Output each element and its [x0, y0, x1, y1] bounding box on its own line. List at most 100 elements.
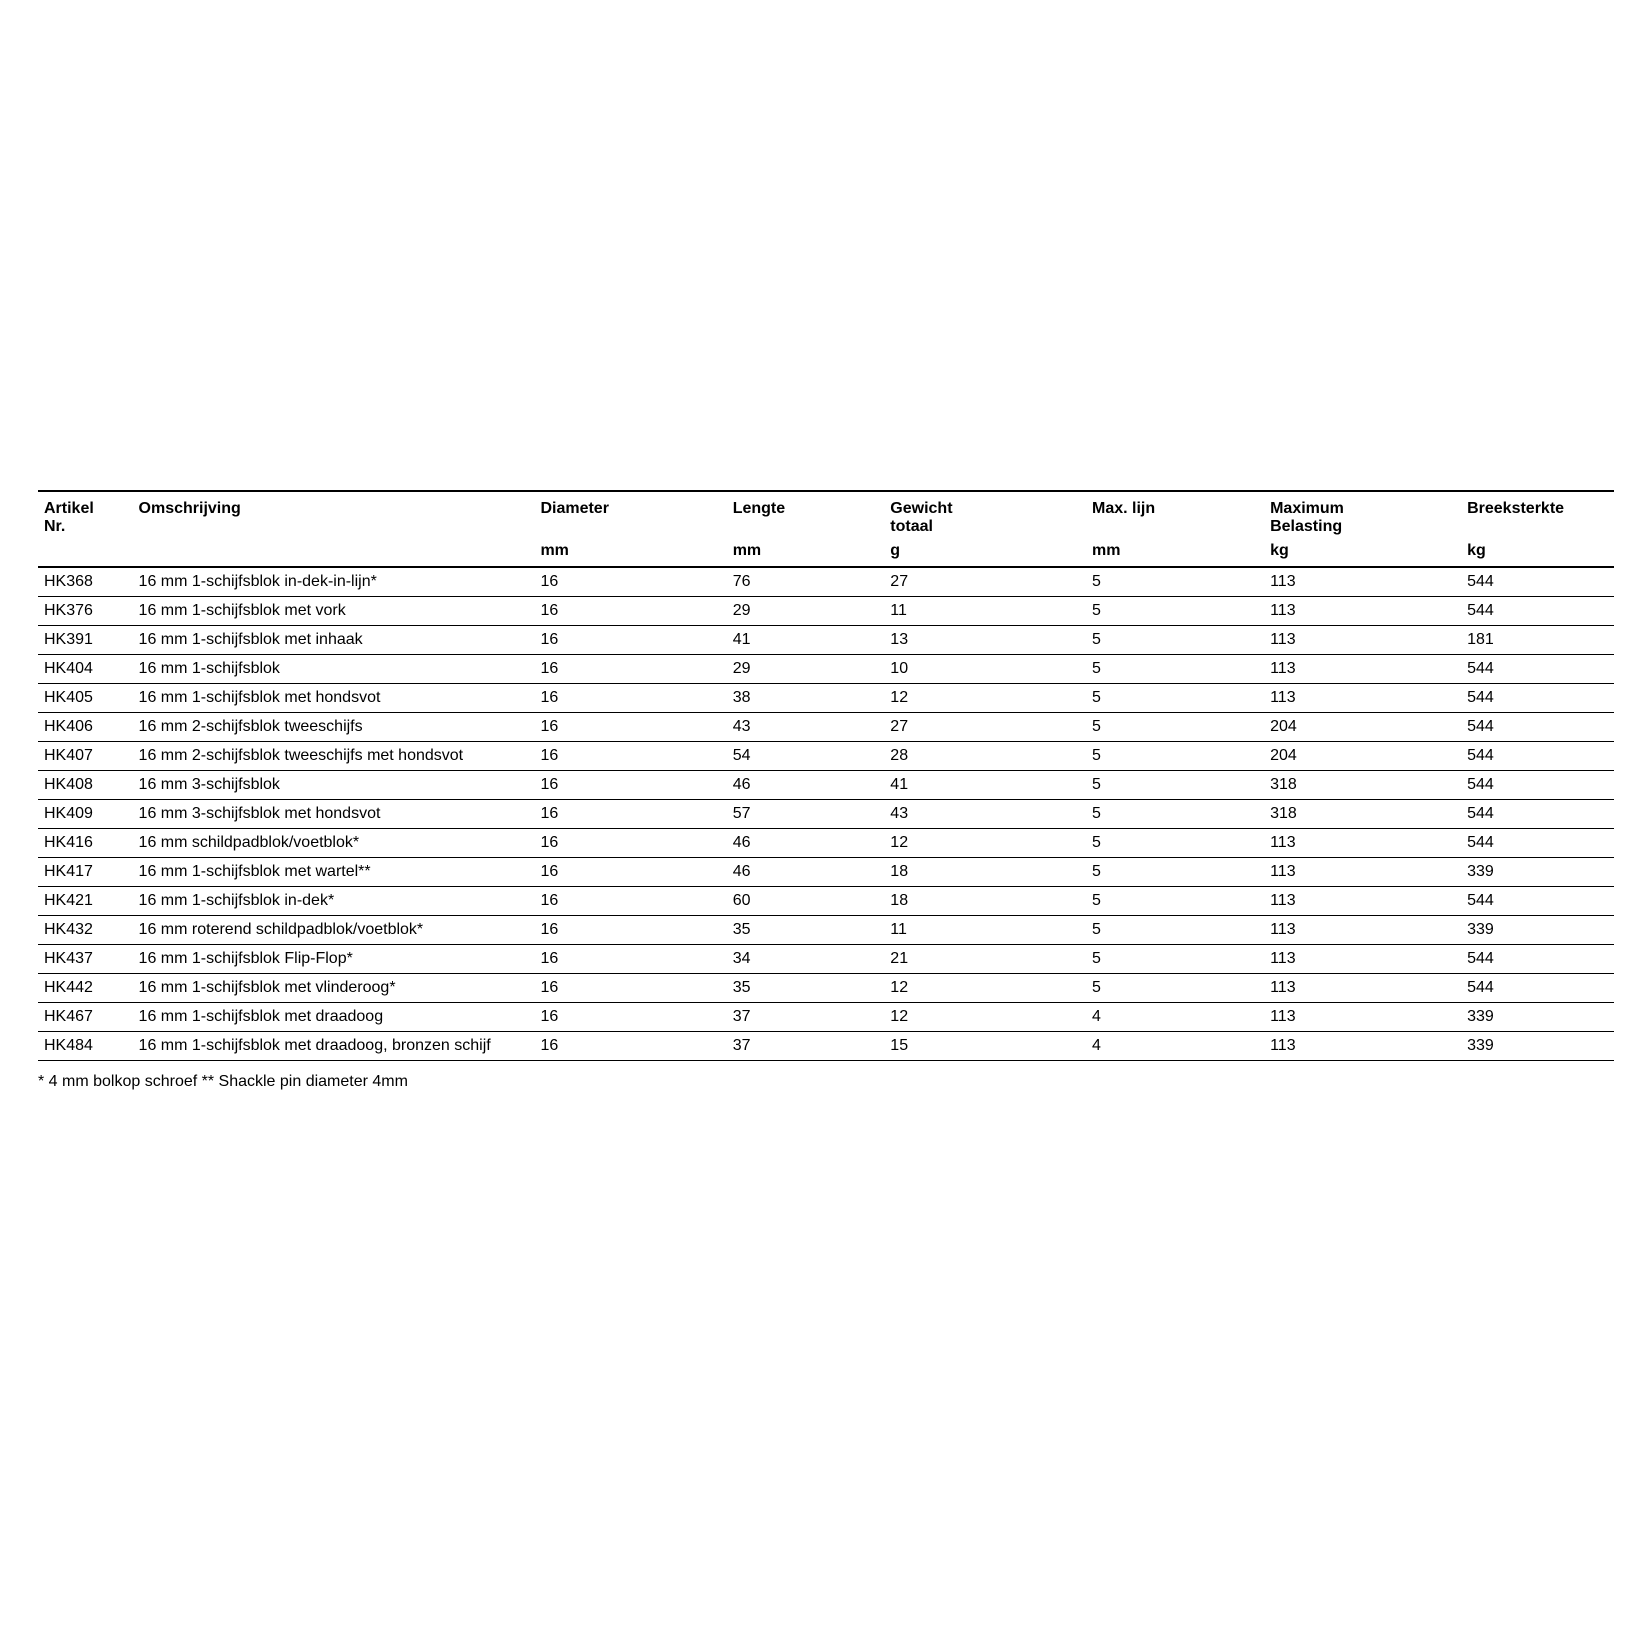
col-unit-omschrijving — [133, 540, 535, 567]
table-cell: 16 mm 3-schijfsblok — [133, 771, 535, 800]
table-cell: 16 mm 1-schijfsblok met vork — [133, 597, 535, 626]
table-cell: 113 — [1264, 1003, 1461, 1032]
table-cell: 318 — [1264, 800, 1461, 829]
table-cell: HK368 — [38, 567, 133, 597]
table-cell: HK405 — [38, 684, 133, 713]
table-cell: HK467 — [38, 1003, 133, 1032]
col-header-maxlijn: Max. lijn — [1086, 491, 1264, 540]
table-cell: 16 mm schildpadblok/voetblok* — [133, 829, 535, 858]
table-cell: 16 mm 1-schijfsblok in-dek* — [133, 887, 535, 916]
table-cell: 113 — [1264, 858, 1461, 887]
table-cell: HK432 — [38, 916, 133, 945]
table-cell: 12 — [884, 829, 1086, 858]
table-cell: 5 — [1086, 858, 1264, 887]
table-cell: 16 mm 1-schijfsblok met draadoog, bronze… — [133, 1032, 535, 1061]
specs-table: Artikel Nr. Omschrijving Diameter Lengte… — [38, 490, 1614, 1061]
table-cell: 41 — [884, 771, 1086, 800]
table-cell: 5 — [1086, 655, 1264, 684]
table-cell: 544 — [1461, 771, 1614, 800]
table-cell: 544 — [1461, 567, 1614, 597]
table-body: HK36816 mm 1-schijfsblok in-dek-in-lijn*… — [38, 567, 1614, 1061]
table-cell: 46 — [727, 771, 885, 800]
table-cell: 16 — [534, 1032, 726, 1061]
table-row: HK39116 mm 1-schijfsblok met inhaak16411… — [38, 626, 1614, 655]
table-cell: 204 — [1264, 742, 1461, 771]
table-cell: 43 — [884, 800, 1086, 829]
table-cell: HK404 — [38, 655, 133, 684]
table-cell: 16 mm 1-schijfsblok in-dek-in-lijn* — [133, 567, 535, 597]
col-unit-maxlijn: mm — [1086, 540, 1264, 567]
table-row: HK40416 mm 1-schijfsblok1629105113544 — [38, 655, 1614, 684]
table-cell: 16 mm 1-schijfsblok Flip-Flop* — [133, 945, 535, 974]
table-cell: 5 — [1086, 567, 1264, 597]
table-cell: 113 — [1264, 567, 1461, 597]
table-cell: 5 — [1086, 916, 1264, 945]
table-cell: 113 — [1264, 655, 1461, 684]
table-cell: 16 — [534, 858, 726, 887]
table-cell: 46 — [727, 829, 885, 858]
table-cell: 16 mm 1-schijfsblok met hondsvot — [133, 684, 535, 713]
table-cell: HK421 — [38, 887, 133, 916]
table-cell: 16 — [534, 713, 726, 742]
col-header-omschrijving: Omschrijving — [133, 491, 535, 540]
table-cell: 16 — [534, 800, 726, 829]
table-cell: 16 — [534, 771, 726, 800]
table-cell: 18 — [884, 887, 1086, 916]
table-cell: 113 — [1264, 1032, 1461, 1061]
table-cell: 35 — [727, 916, 885, 945]
col-header-artikel: Artikel Nr. — [38, 491, 133, 540]
col-unit-gewicht: g — [884, 540, 1086, 567]
table-cell: 113 — [1264, 829, 1461, 858]
table-cell: 16 — [534, 916, 726, 945]
table-cell: HK406 — [38, 713, 133, 742]
col-unit-maxbelasting: kg — [1264, 540, 1461, 567]
table-row: HK41616 mm schildpadblok/voetblok*164612… — [38, 829, 1614, 858]
table-row: HK42116 mm 1-schijfsblok in-dek*16601851… — [38, 887, 1614, 916]
table-cell: 12 — [884, 974, 1086, 1003]
table-cell: 11 — [884, 916, 1086, 945]
table-cell: 113 — [1264, 626, 1461, 655]
table-cell: 544 — [1461, 887, 1614, 916]
table-cell: 544 — [1461, 829, 1614, 858]
table-cell: 16 — [534, 684, 726, 713]
table-cell: 5 — [1086, 626, 1264, 655]
table-cell: 16 mm 3-schijfsblok met hondsvot — [133, 800, 535, 829]
table-row: HK48416 mm 1-schijfsblok met draadoog, b… — [38, 1032, 1614, 1061]
table-cell: 5 — [1086, 597, 1264, 626]
table-cell: 35 — [727, 974, 885, 1003]
table-cell: 5 — [1086, 800, 1264, 829]
table-cell: 181 — [1461, 626, 1614, 655]
table-row: HK40916 mm 3-schijfsblok met hondsvot165… — [38, 800, 1614, 829]
table-cell: 16 mm roterend schildpadblok/voetblok* — [133, 916, 535, 945]
table-cell: 544 — [1461, 655, 1614, 684]
table-cell: 5 — [1086, 713, 1264, 742]
table-cell: HK408 — [38, 771, 133, 800]
table-cell: 544 — [1461, 800, 1614, 829]
table-cell: 339 — [1461, 1032, 1614, 1061]
table-cell: HK409 — [38, 800, 133, 829]
table-cell: 29 — [727, 597, 885, 626]
table-row: HK43716 mm 1-schijfsblok Flip-Flop*16342… — [38, 945, 1614, 974]
table-cell: 34 — [727, 945, 885, 974]
col-header-diameter: Diameter — [534, 491, 726, 540]
table-cell: 16 mm 1-schijfsblok met inhaak — [133, 626, 535, 655]
table-cell: 318 — [1264, 771, 1461, 800]
table-row: HK37616 mm 1-schijfsblok met vork1629115… — [38, 597, 1614, 626]
table-cell: 5 — [1086, 829, 1264, 858]
table-cell: 12 — [884, 1003, 1086, 1032]
table-row: HK36816 mm 1-schijfsblok in-dek-in-lijn*… — [38, 567, 1614, 597]
col-header-gewicht: Gewicht totaal — [884, 491, 1086, 540]
table-cell: 43 — [727, 713, 885, 742]
col-unit-artikel — [38, 540, 133, 567]
table-cell: 544 — [1461, 597, 1614, 626]
table-cell: 16 — [534, 974, 726, 1003]
table-cell: 16 — [534, 945, 726, 974]
table-row: HK40616 mm 2-schijfsblok tweeschijfs1643… — [38, 713, 1614, 742]
table-row: HK46716 mm 1-schijfsblok met draadoog163… — [38, 1003, 1614, 1032]
table-cell: HK437 — [38, 945, 133, 974]
table-cell: 27 — [884, 713, 1086, 742]
table-cell: 113 — [1264, 974, 1461, 1003]
table-cell: 5 — [1086, 945, 1264, 974]
table-cell: 57 — [727, 800, 885, 829]
table-cell: 544 — [1461, 713, 1614, 742]
